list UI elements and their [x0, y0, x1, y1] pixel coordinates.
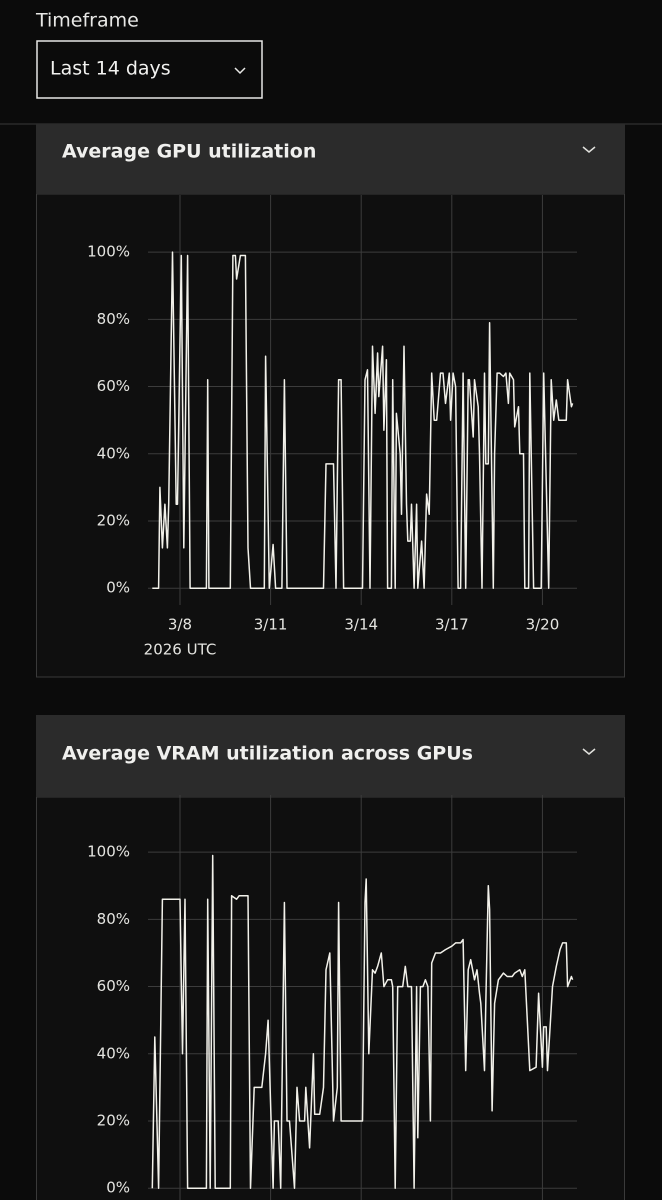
chart-panel: Average GPU utilization 0% 20% 40% 60% 80% 100…	[36, 124, 625, 678]
x-axis-sublabel: 2026 UTC	[144, 641, 217, 659]
data-line	[152, 251, 574, 589]
dropdown-box[interactable]	[36, 40, 263, 99]
y-tick-label: 80%	[97, 310, 130, 328]
y-tick-label: 20%	[97, 1111, 130, 1129]
y-tick-label: 100%	[87, 243, 130, 261]
data-line	[151, 854, 574, 1189]
y-tick-label: 40%	[97, 1044, 130, 1062]
y-tick-label: 0%	[106, 1179, 130, 1197]
x-tick-label: 3/20	[526, 616, 560, 634]
panels: Average GPU utilization 0% 20% 40% 60% 80% 100…	[36, 124, 625, 1200]
chevron[interactable]	[234, 67, 246, 75]
x-tick-label: 3/14	[344, 616, 378, 634]
x-tick-label: 3/11	[254, 616, 288, 634]
y-tick-label: 20%	[97, 511, 130, 529]
timeframe-dropdown[interactable]: Last 14 days	[36, 40, 263, 99]
panel-body	[36, 193, 625, 678]
y-tick-label: 60%	[97, 977, 130, 995]
x-tick-label: 3/8	[168, 616, 192, 634]
panel-header	[36, 124, 625, 194]
y-tick-label: 40%	[97, 444, 130, 462]
y-tick-label: 0%	[106, 579, 130, 597]
y-tick-label: 100%	[87, 843, 130, 861]
y-tick-label: 60%	[97, 377, 130, 395]
y-tick-label: 80%	[97, 910, 130, 928]
panel-title: Average VRAM utilization across GPUs	[62, 743, 473, 765]
collapse-chevron[interactable]	[582, 748, 596, 755]
x-tick-label: 3/17	[435, 616, 469, 634]
timeframe-label: Timeframe	[35, 10, 139, 32]
dropdown-value[interactable]: Last 14 days	[50, 58, 171, 80]
panel-header	[36, 715, 625, 797]
chart-panel: Average VRAM utilization across GPUs 0% 20…	[36, 715, 625, 1200]
panel-title: Average GPU utilization	[62, 141, 316, 163]
collapse-chevron[interactable]	[582, 146, 596, 153]
